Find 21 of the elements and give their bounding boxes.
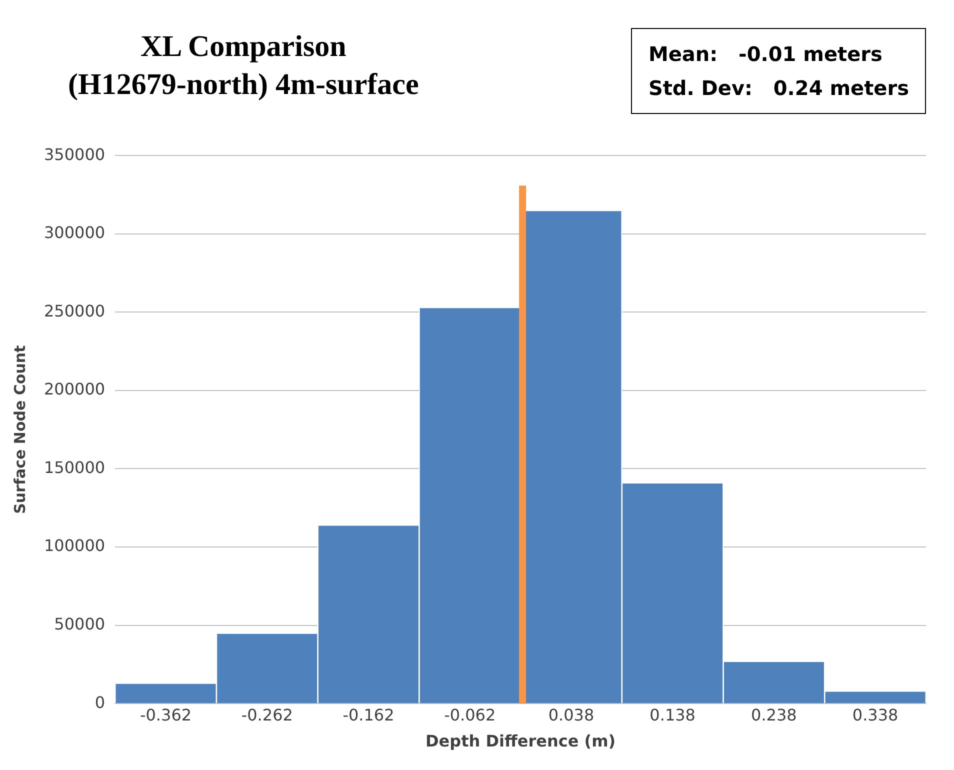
- y-tick-label: 250000: [44, 301, 106, 320]
- x-tick-label: -0.262: [241, 705, 293, 724]
- y-tick-label: 300000: [44, 223, 106, 242]
- x-tick-label: 0.238: [751, 705, 797, 724]
- y-tick-label: 0: [94, 692, 106, 712]
- y-tick-label: 100000: [44, 536, 106, 556]
- x-axis-title: Depth Difference (m): [425, 732, 616, 751]
- y-axis-title: Surface Node Count: [10, 345, 29, 514]
- x-tick-label: 0.038: [548, 705, 594, 724]
- y-tick-label: 200000: [44, 380, 106, 399]
- chart-title: XL Comparison (H12679-north) 4m-surface: [68, 29, 419, 103]
- y-tick-label: 150000: [44, 458, 106, 477]
- x-tick-label: -0.362: [140, 705, 192, 724]
- text: Std. Dev: 0.24 meters: [648, 75, 909, 102]
- y-tick-label: 350000: [44, 144, 106, 164]
- x-tick-label: -0.062: [444, 705, 496, 724]
- x-tick-label: 0.338: [852, 705, 898, 724]
- y-tick-label: 50000: [54, 614, 106, 634]
- x-tick-label: 0.138: [650, 705, 696, 724]
- x-tick-label: -0.162: [342, 705, 394, 724]
- text: Mean: -0.01 meters: [648, 41, 884, 68]
